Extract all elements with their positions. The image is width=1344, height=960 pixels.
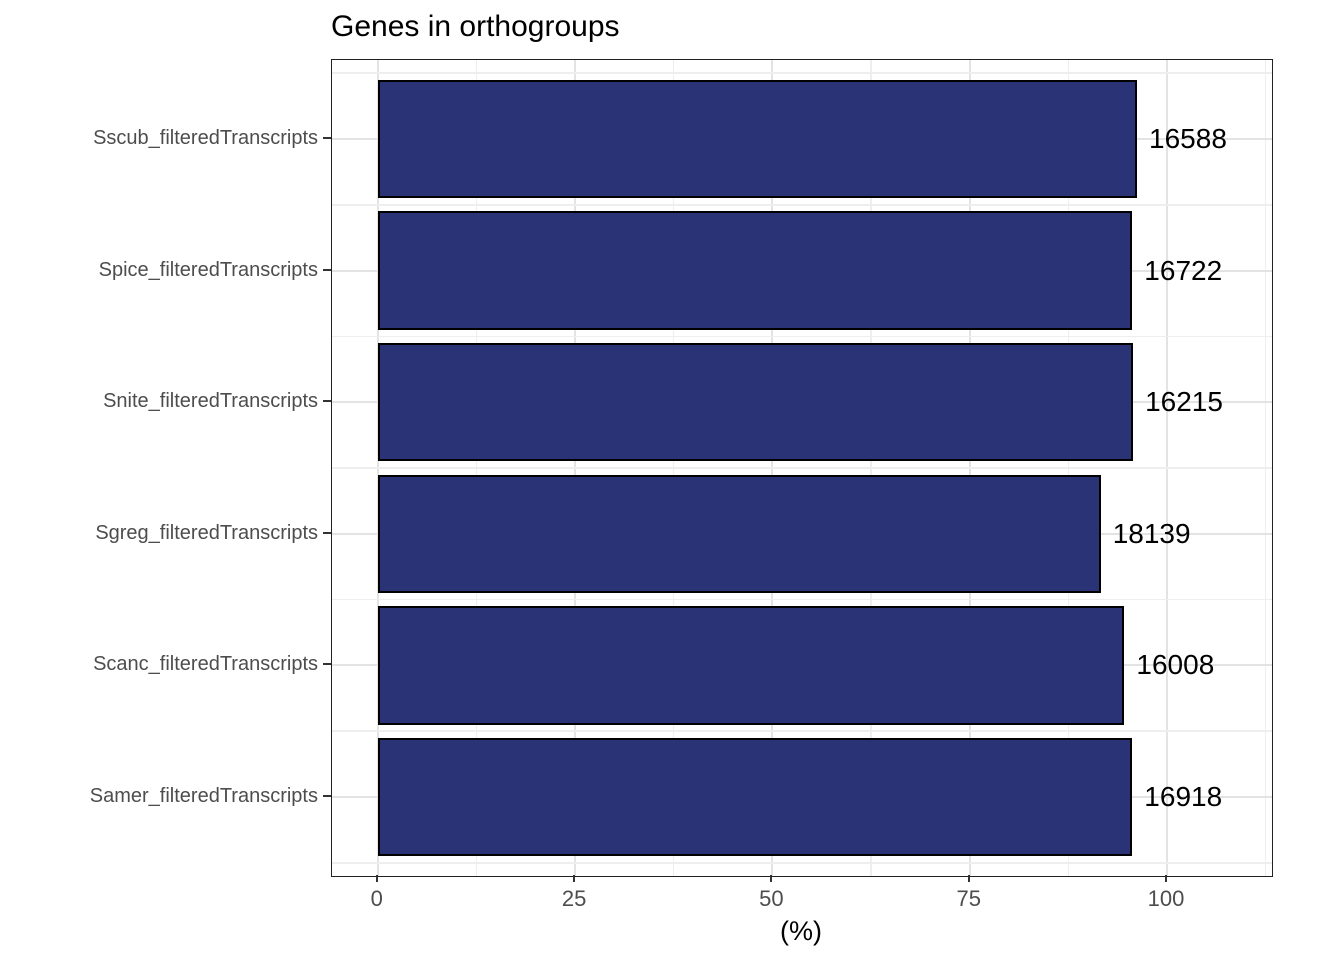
y-axis-tick-label: Snite_filteredTranscripts [103, 390, 318, 413]
bar [377, 342, 1134, 462]
gridline-minor-horizontal [332, 598, 1272, 601]
bar [377, 737, 1133, 857]
y-axis-labels: Sscub_filteredTranscripts Spice_filteredT… [0, 0, 318, 960]
bar-value-label: 16215 [1145, 386, 1223, 418]
gridline-minor-horizontal [332, 467, 1272, 469]
y-axis-tick-mark [323, 268, 331, 271]
gridline-minor-horizontal [332, 204, 1272, 206]
bar [377, 79, 1138, 199]
y-axis-tick-mark [323, 795, 331, 798]
x-axis-tick-label: 75 [956, 886, 981, 911]
bar-value-label: 16588 [1149, 122, 1227, 154]
gridline-minor-horizontal [332, 862, 1272, 864]
x-axis-tick-mark [375, 875, 378, 882]
y-axis-tick-mark [323, 136, 331, 139]
x-axis-tick-mark [967, 875, 970, 882]
gridline-minor-horizontal [332, 730, 1272, 732]
bar-value-label: 18139 [1112, 517, 1191, 549]
y-axis-tick-mark [323, 531, 331, 534]
y-axis-tick-mark [323, 400, 331, 403]
chart-title: Genes in orthogroups [331, 10, 620, 43]
y-axis-tick-mark [323, 663, 331, 666]
y-axis-tick-label: Sgreg_filteredTranscripts [95, 521, 318, 544]
y-axis-tick-label: Sscub_filteredTranscripts [93, 126, 318, 149]
y-axis-tick-label: Spice_filteredTranscripts [98, 258, 318, 281]
y-axis-tick-label: Samer_filteredTranscripts [89, 785, 318, 808]
x-axis-title: (%) [780, 916, 822, 946]
x-axis-tick-label: 25 [561, 886, 587, 911]
bar [377, 474, 1101, 594]
x-axis-tick-mark [573, 875, 576, 882]
gridline-minor-horizontal [332, 72, 1272, 74]
y-axis-tick-label: Scanc_filteredTranscripts [93, 653, 318, 676]
bar-value-label: 16008 [1136, 649, 1215, 681]
x-axis-tick-label: 0 [370, 886, 383, 911]
x-axis-tick-label: 100 [1147, 886, 1185, 911]
plot-panel: 16588 16722 16215 18139 16008 16918 [331, 59, 1273, 877]
x-axis-tick-mark [770, 875, 773, 882]
x-axis-tick-label: 50 [759, 886, 784, 911]
bar [377, 211, 1133, 330]
x-axis-tick-mark [1165, 875, 1168, 882]
bar-value-label: 16722 [1144, 254, 1223, 286]
gridline-minor-horizontal [332, 335, 1272, 338]
bar-value-label: 16918 [1144, 781, 1223, 813]
bar [377, 606, 1125, 725]
